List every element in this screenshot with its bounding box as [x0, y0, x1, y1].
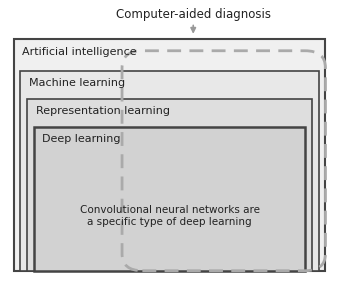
- Text: Machine learning: Machine learning: [29, 78, 125, 87]
- Text: Deep learning: Deep learning: [42, 134, 121, 144]
- Bar: [14, 39, 325, 271]
- Text: Representation learning: Representation learning: [36, 106, 170, 116]
- Text: Computer-aided diagnosis: Computer-aided diagnosis: [116, 8, 271, 21]
- Text: Artificial intelligence: Artificial intelligence: [22, 47, 137, 56]
- Text: Convolutional neural networks are
a specific type of deep learning: Convolutional neural networks are a spec…: [80, 205, 259, 227]
- Bar: [20, 70, 319, 271]
- Bar: [27, 99, 312, 271]
- Bar: [34, 127, 305, 271]
